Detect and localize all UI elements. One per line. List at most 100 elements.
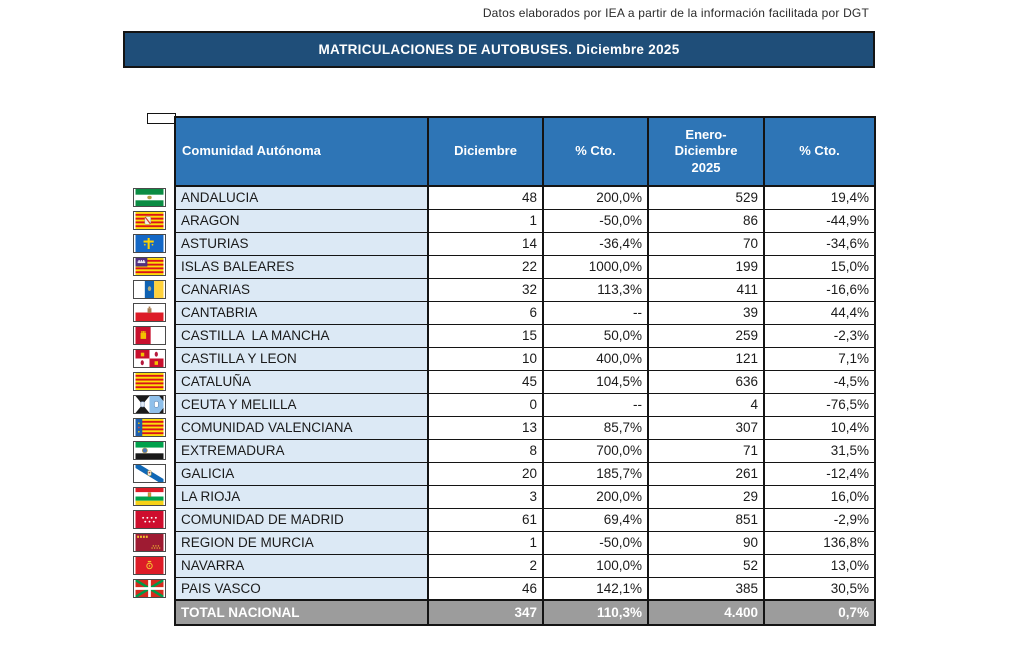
table-row: EXTREMADURA 8 700,0% 71 31,5% [133,438,876,463]
table-row: CASTILLA LA MANCHA 15 50,0% 259 -2,3% [133,323,876,348]
col-header-enero-diciembre-2025: Enero- Diciembre 2025 [647,116,765,187]
pct-month-cell: 700,0% [542,438,649,463]
col-header-pct-cto-ytd: % Cto. [763,116,876,187]
table-row: NAVARRA 2 100,0% 52 13,0% [133,553,876,578]
pct-ytd-cell: -16,6% [763,277,876,302]
registrations-table: Comunidad Autónoma Diciembre % Cto. Ener… [133,116,876,626]
pct-month-cell: 50,0% [542,323,649,348]
flag-asturias-icon [133,234,166,253]
ytd-value-cell: 851 [647,507,765,532]
table-row: PAIS VASCO 46 142,1% 385 30,5% [133,576,876,601]
pct-month-cell: 113,3% [542,277,649,302]
pct-ytd-cell: 7,1% [763,346,876,371]
table-row: CANTABRIA 6 -- 39 44,4% [133,300,876,325]
table-body: ANDALUCIA 48 200,0% 529 19,4% ARAGON 1 -50,0% 86… [133,185,876,601]
december-value-cell: 22 [427,254,544,279]
region-name-cell: CEUTA Y MELILLA [174,392,429,417]
pct-month-cell: 69,4% [542,507,649,532]
flag-navarra-icon [133,556,166,575]
flag-cell [133,186,175,209]
december-value-cell: 20 [427,461,544,486]
flag-cell [133,347,175,370]
flag-cell [133,278,175,301]
region-name-cell: ISLAS BALEARES [174,254,429,279]
table-row: GALICIA 20 185,7% 261 -12,4% [133,461,876,486]
december-value-cell: 48 [427,185,544,210]
pct-ytd-cell: 31,5% [763,438,876,463]
table-row: ANDALUCIA 48 200,0% 529 19,4% [133,185,876,210]
pct-ytd-cell: -2,9% [763,507,876,532]
flag-castilla-la-mancha-icon [133,326,166,345]
flag-cataluna-icon [133,372,166,391]
banner-title: MATRICULACIONES DE AUTOBUSES. Diciembre … [318,42,680,57]
col-header-comunidad-autonoma: Comunidad Autónoma [174,116,429,187]
pct-month-cell: -36,4% [542,231,649,256]
col-header-diciembre: Diciembre [427,116,544,187]
pct-ytd-cell: 19,4% [763,185,876,210]
total-december-value: 347 [427,599,544,626]
region-name-cell: REGION DE MURCIA [174,530,429,555]
total-pct-month: 110,3% [542,599,649,626]
december-value-cell: 8 [427,438,544,463]
ytd-value-cell: 199 [647,254,765,279]
pct-ytd-cell: 10,4% [763,415,876,440]
flag-cell [133,508,175,531]
flag-pais-vasco-icon [133,579,166,598]
pct-month-cell: 85,7% [542,415,649,440]
flag-aragon-icon [133,211,166,230]
flag-cell [133,232,175,255]
title-banner: MATRICULACIONES DE AUTOBUSES. Diciembre … [123,31,875,68]
flag-cell [133,462,175,485]
pct-ytd-cell: -4,5% [763,369,876,394]
december-value-cell: 61 [427,507,544,532]
table-row: LA RIOJA 3 200,0% 29 16,0% [133,484,876,509]
pct-month-cell: 100,0% [542,553,649,578]
flag-cantabria-icon [133,303,166,322]
region-name-cell: GALICIA [174,461,429,486]
table-row: CEUTA Y MELILLA 0 -- 4 -76,5% [133,392,876,417]
december-value-cell: 10 [427,346,544,371]
ytd-value-cell: 529 [647,185,765,210]
pct-ytd-cell: -76,5% [763,392,876,417]
december-value-cell: 45 [427,369,544,394]
table-row: REGION DE MURCIA 1 -50,0% 90 136,8% [133,530,876,555]
flag-cell [133,485,175,508]
pct-ytd-cell: 16,0% [763,484,876,509]
pct-month-cell: 1000,0% [542,254,649,279]
ytd-value-cell: 4 [647,392,765,417]
december-value-cell: 32 [427,277,544,302]
ytd-value-cell: 261 [647,461,765,486]
region-name-cell: CANTABRIA [174,300,429,325]
december-value-cell: 1 [427,208,544,233]
region-name-cell: CATALUÑA [174,369,429,394]
pct-ytd-cell: -2,3% [763,323,876,348]
pct-month-cell: -50,0% [542,208,649,233]
region-name-cell: EXTREMADURA [174,438,429,463]
flag-column-header [133,117,175,186]
flag-ceuta-melilla-icon [133,395,166,414]
pct-month-cell: 400,0% [542,346,649,371]
region-name-cell: ARAGON [174,208,429,233]
ytd-value-cell: 86 [647,208,765,233]
pct-ytd-cell: 30,5% [763,576,876,601]
flag-andalucia-icon [133,188,166,207]
region-name-cell: CANARIAS [174,277,429,302]
ytd-value-cell: 39 [647,300,765,325]
table-row: CASTILLA Y LEON 10 400,0% 121 7,1% [133,346,876,371]
flag-cell [133,255,175,278]
total-row: TOTAL NACIONAL 347 110,3% 4.400 0,7% [133,599,876,626]
flag-castilla-y-leon-icon [133,349,166,368]
region-name-cell: COMUNIDAD VALENCIANA [174,415,429,440]
flag-canarias-icon [133,280,166,299]
ytd-value-cell: 29 [647,484,765,509]
region-name-cell: NAVARRA [174,553,429,578]
table-row: ARAGON 1 -50,0% 86 -44,9% [133,208,876,233]
ytd-value-cell: 121 [647,346,765,371]
pct-month-cell: 142,1% [542,576,649,601]
total-ytd-value: 4.400 [647,599,765,626]
pct-month-cell: 185,7% [542,461,649,486]
pct-month-cell: -- [542,392,649,417]
flag-cell [133,301,175,324]
region-name-cell: COMUNIDAD DE MADRID [174,507,429,532]
pct-ytd-cell: 15,0% [763,254,876,279]
